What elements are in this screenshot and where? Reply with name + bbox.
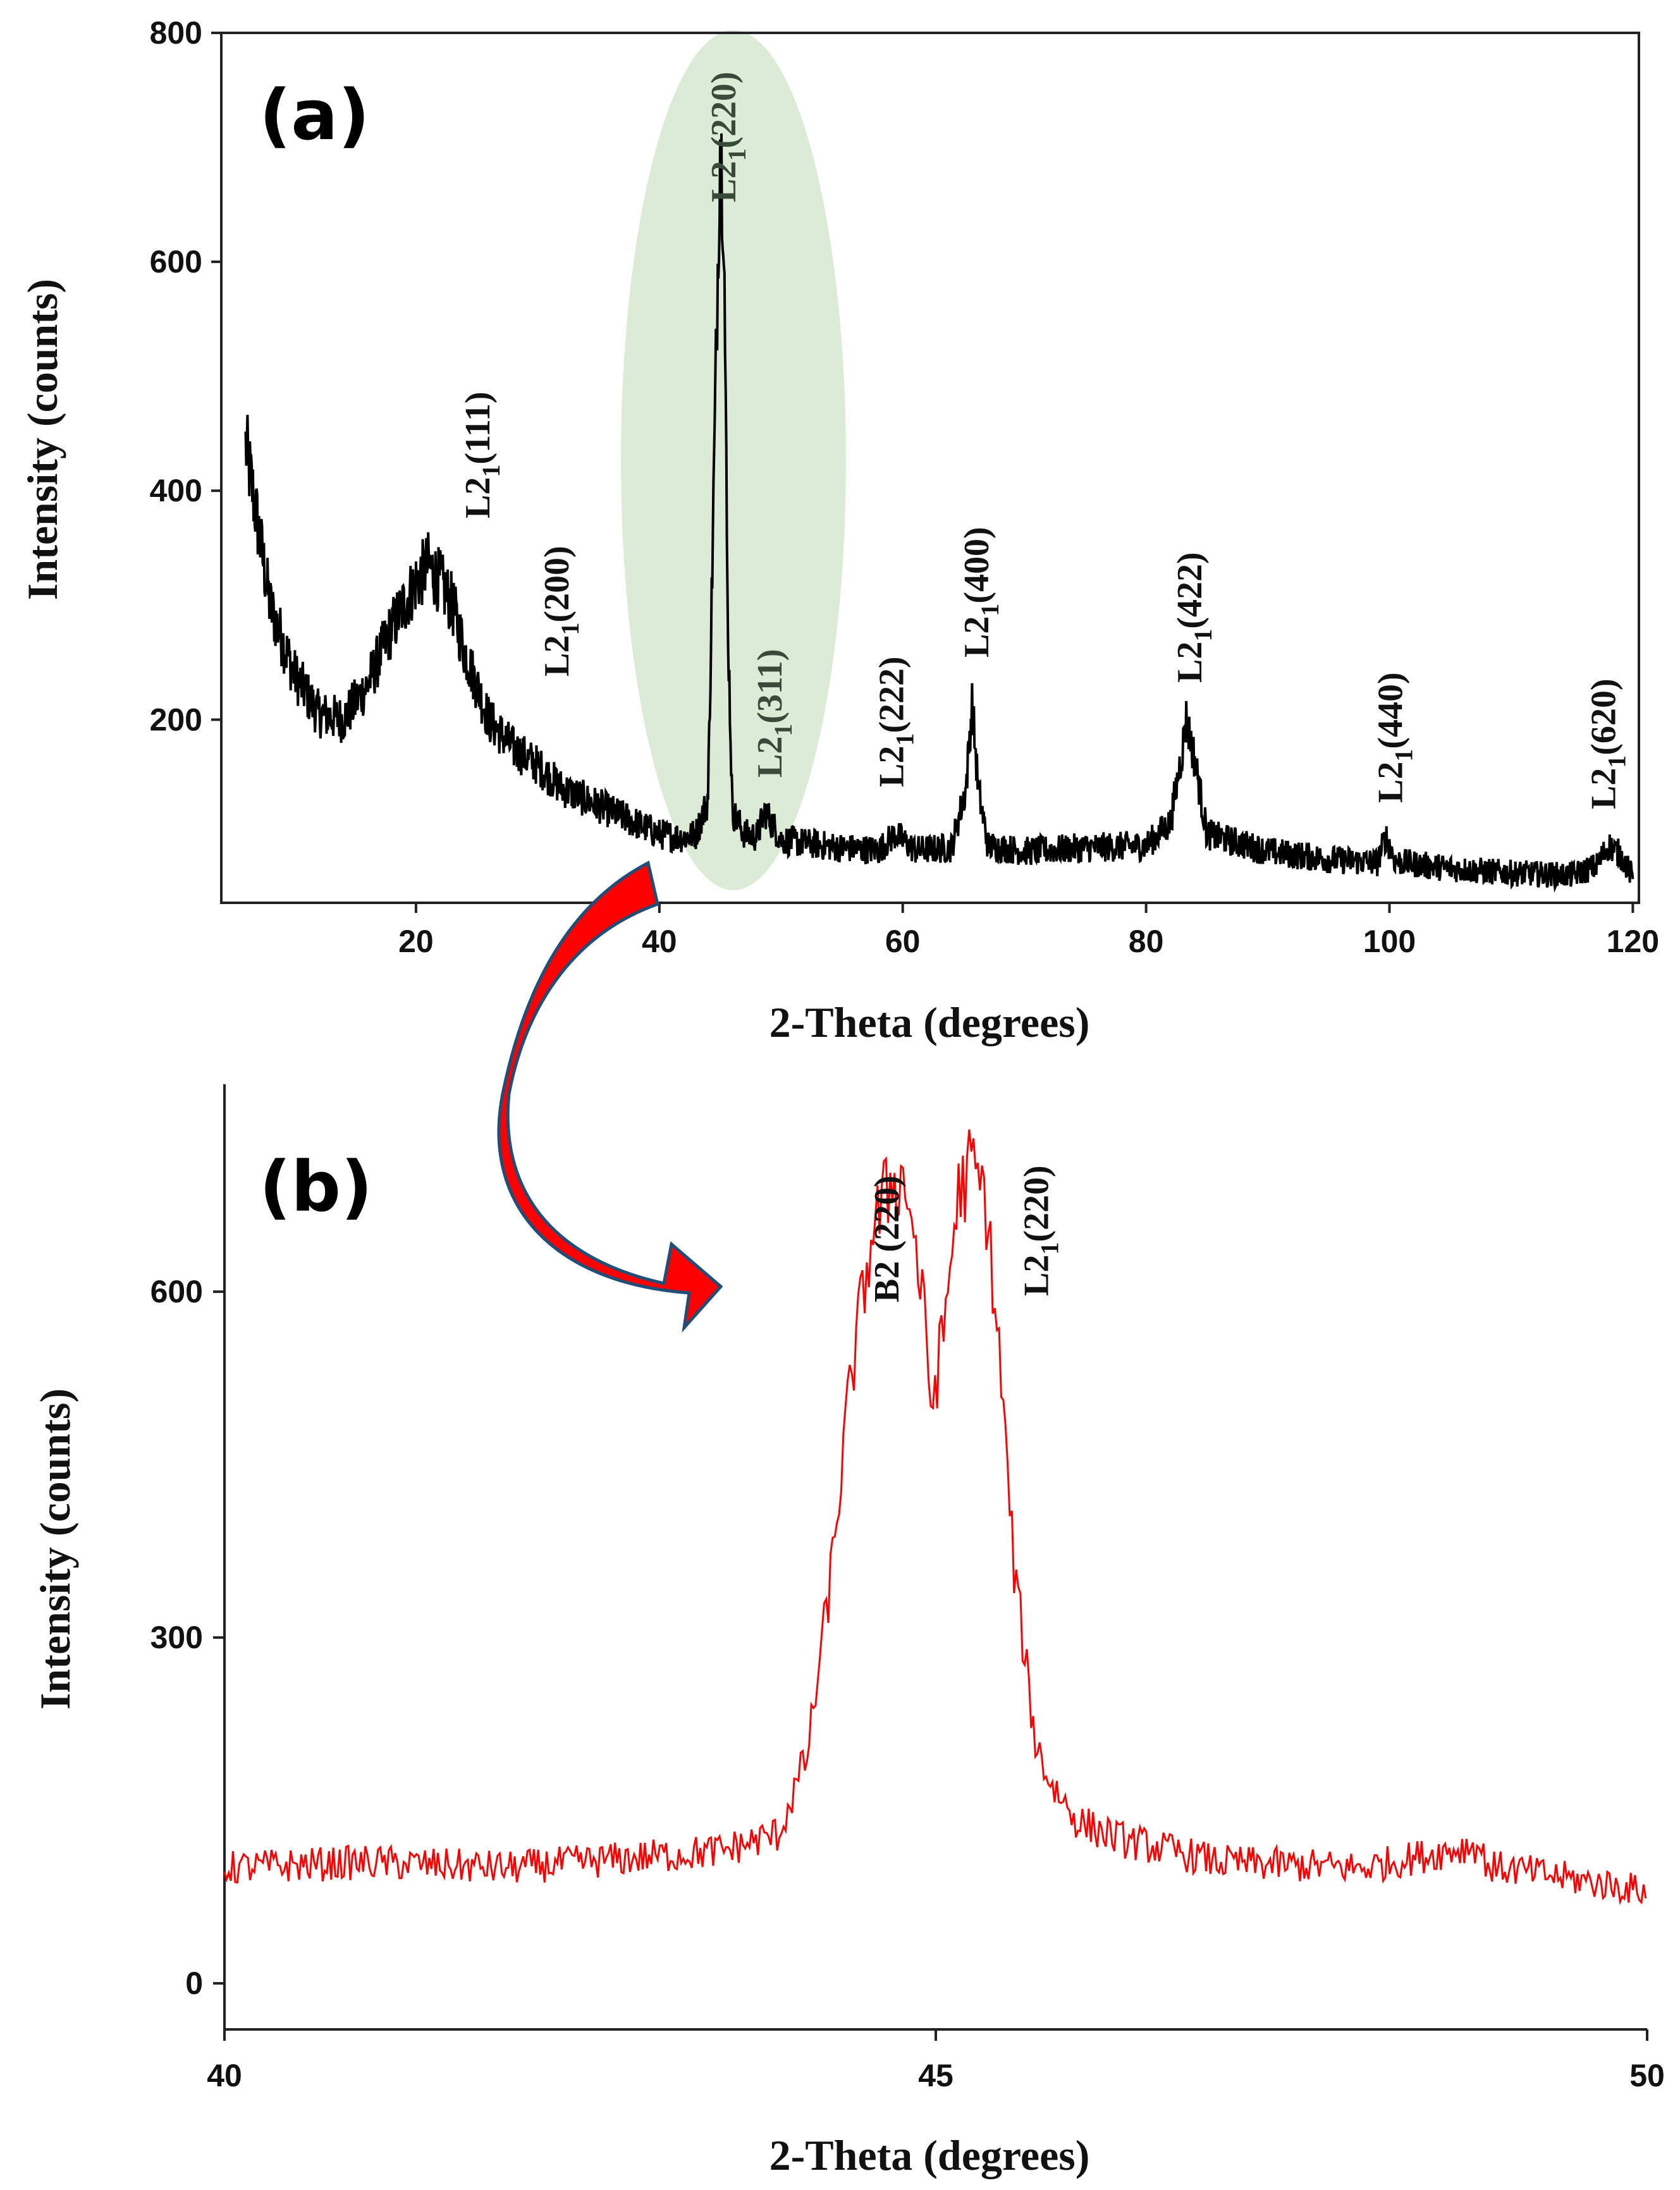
y-tick-label-b: 300 <box>150 1620 203 1655</box>
highlight-ellipse <box>621 30 846 890</box>
x-axis-title-b: 2-Theta (degrees) <box>769 2131 1090 2179</box>
y-tick-label-a: 800 <box>150 15 202 51</box>
peak-label-a: L21(111) <box>458 392 505 518</box>
x-tick-label-b: 45 <box>918 2058 953 2093</box>
y-axis-title-a: Intensity (counts) <box>18 279 66 600</box>
peak-label-a: L21(220) <box>704 71 751 202</box>
zoom-arrow-icon <box>497 860 723 1333</box>
y-tick-label-b: 600 <box>150 1274 203 1309</box>
x-tick-label-a: 40 <box>642 924 677 959</box>
peak-label-b: B2 (220) <box>868 1175 907 1302</box>
peak-label-a: L21(222) <box>873 656 919 787</box>
y-axis-title-b: Intensity (counts) <box>31 1388 79 1710</box>
peak-label-a: L21(200) <box>537 546 584 676</box>
peak-label-a: L21(620) <box>1584 678 1631 809</box>
series-line-a <box>244 133 1634 893</box>
x-tick-label-b: 40 <box>207 2058 242 2093</box>
peak-label-b: L21(220) <box>1017 1165 1064 1296</box>
peak-label-a: L21(422) <box>1170 552 1217 683</box>
x-tick-label-b: 50 <box>1629 2058 1665 2093</box>
y-tick-label-a: 600 <box>150 244 202 279</box>
panel-label-b: (b) <box>259 1146 372 1227</box>
x-tick-label-a: 120 <box>1607 924 1659 959</box>
peak-label-a: L21(440) <box>1371 672 1418 803</box>
peak-label-a: L21(400) <box>957 527 1004 658</box>
y-tick-label-a: 200 <box>150 702 202 737</box>
x-tick-label-a: 60 <box>885 924 921 959</box>
panel-b-chart: 40 45 50 0 300 600 B2 (220) L21(220) (b) 2-The… <box>31 1084 1665 2179</box>
x-tick-label-a: 20 <box>398 924 434 959</box>
x-tick-label-a: 80 <box>1129 924 1164 959</box>
y-tick-label-a: 400 <box>150 473 202 508</box>
x-tick-label-a: 100 <box>1363 924 1416 959</box>
panel-label-a: (a) <box>259 75 370 156</box>
y-tick-label-b: 0 <box>185 1966 203 2001</box>
x-axis-title-a: 2-Theta (degrees) <box>769 998 1090 1046</box>
series-line-b <box>223 1129 1647 1906</box>
panel-a-chart: 20 40 60 80 100 120 200 400 600 800 L21(111) L21(2… <box>18 15 1659 1046</box>
plot-frame-a <box>220 32 1640 904</box>
peak-label-a: L21(311) <box>751 649 797 778</box>
